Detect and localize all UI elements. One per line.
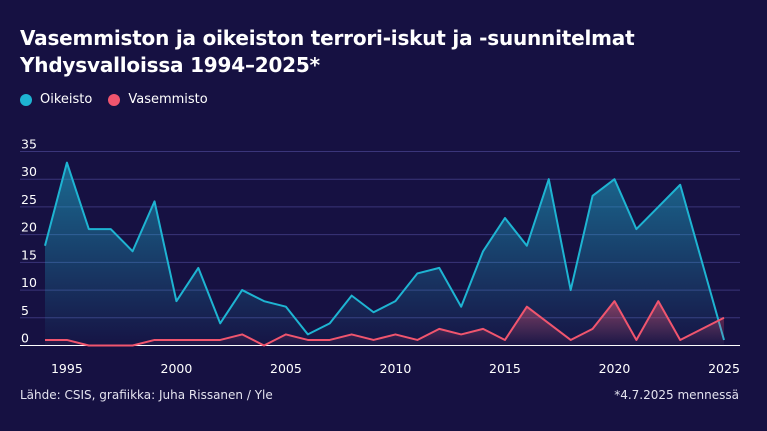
legend-label-oikeisto: Oikeisto	[40, 92, 93, 107]
x-tick-label-2025: 2025	[708, 361, 740, 376]
chart-title-line-2: Yhdysvalloissa 1994–2025*	[20, 53, 320, 77]
x-tick-label-2020: 2020	[599, 361, 631, 376]
x-tick-label-1995: 1995	[51, 361, 83, 376]
series-line-vasemmisto	[45, 300, 725, 347]
y-tick-label-5: 5	[21, 303, 29, 318]
x-tick-label-2010: 2010	[380, 361, 412, 376]
y-tick-label-15: 15	[21, 247, 37, 262]
x-tick-label-2005: 2005	[270, 361, 302, 376]
legend: Oikeisto Vasemmisto	[20, 92, 224, 107]
source-text: Lähde: CSIS, grafiikka: Juha Rissanen / …	[20, 388, 273, 402]
y-tick-label-0: 0	[21, 331, 29, 346]
y-tick-label-20: 20	[21, 220, 37, 235]
y-tick-label-35: 35	[21, 137, 37, 152]
y-tick-label-25: 25	[21, 192, 37, 207]
chart-title: Vasemmiston ja oikeiston terrori-iskut j…	[20, 25, 750, 79]
y-tick-label-30: 30	[21, 164, 37, 179]
series-line-oikeisto	[44, 161, 725, 341]
legend-dot-vasemmisto	[108, 93, 121, 106]
footnote-text: *4.7.2025 mennessä	[614, 388, 739, 402]
legend-item-vasemmisto: Vasemmisto	[108, 92, 208, 107]
x-tick-label-2000: 2000	[161, 361, 193, 376]
legend-label-vasemmisto: Vasemmisto	[128, 92, 208, 107]
series-area-vasemmisto	[45, 301, 724, 346]
y-tick-label-10: 10	[21, 275, 37, 290]
legend-item-oikeisto: Oikeisto	[20, 92, 92, 107]
legend-dot-oikeisto	[20, 93, 32, 106]
chart-title-line-1: Vasemmiston ja oikeiston terrori-iskut j…	[20, 26, 635, 50]
x-tick-label-2015: 2015	[489, 361, 521, 376]
